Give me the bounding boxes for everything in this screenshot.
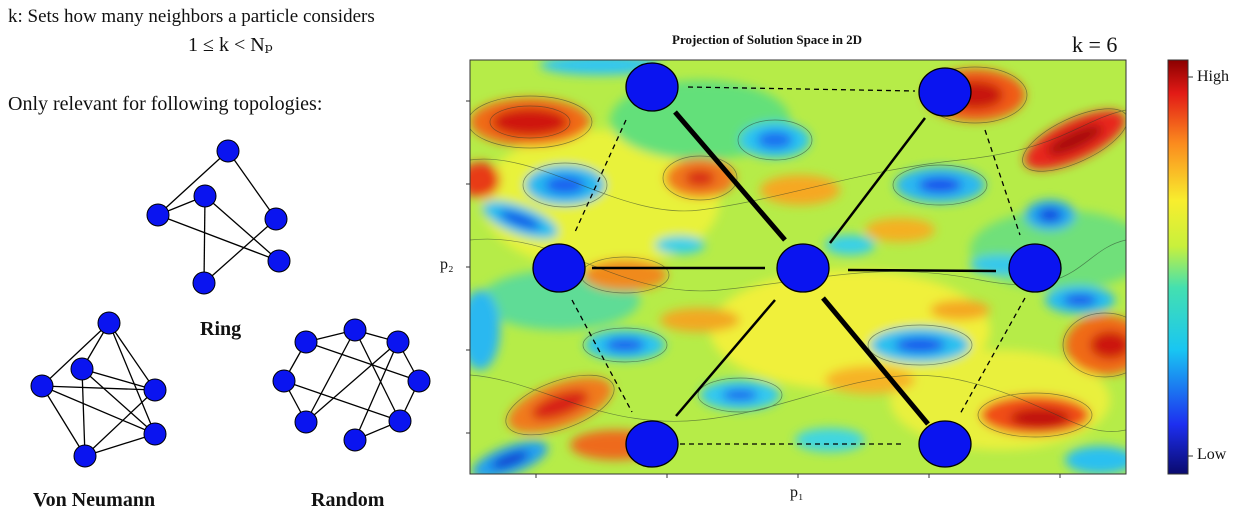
particle-bottom-left bbox=[625, 420, 679, 468]
ring-node bbox=[267, 249, 291, 273]
von-neumann-node bbox=[73, 444, 97, 468]
von-neumann-node bbox=[30, 374, 54, 398]
ring-node bbox=[216, 139, 240, 163]
random-node bbox=[294, 330, 318, 354]
relevance-note: Only relevant for following topologies: bbox=[8, 93, 323, 115]
random-node bbox=[343, 428, 367, 452]
ring-label: Ring bbox=[200, 318, 242, 340]
k-value-label: k = 6 bbox=[1072, 32, 1118, 57]
particle-top-right bbox=[918, 67, 972, 117]
von-neumann-node bbox=[143, 422, 167, 446]
k-inequality: 1 ≤ k < Nₚ bbox=[188, 34, 273, 56]
ring-node bbox=[146, 203, 170, 227]
von-neumann-node bbox=[70, 357, 94, 381]
solid-star-links bbox=[592, 110, 997, 426]
x-axis-label: p₁ bbox=[790, 484, 804, 501]
ring-topology bbox=[146, 139, 291, 295]
von-neumann-topology bbox=[30, 311, 167, 468]
k-definition-text: k: Sets how many neighbors a particle co… bbox=[8, 6, 375, 27]
ring-node bbox=[264, 207, 288, 231]
random-node bbox=[343, 318, 367, 342]
particle-bottom-right bbox=[918, 420, 972, 468]
colorbar-low-label: Low bbox=[1197, 446, 1227, 463]
particle-connections bbox=[571, 86, 1026, 445]
random-node bbox=[272, 369, 296, 393]
particle-left bbox=[532, 243, 586, 293]
ring-node bbox=[192, 271, 216, 295]
random-topology bbox=[272, 318, 431, 452]
plot-title: Projection of Solution Space in 2D bbox=[672, 32, 863, 47]
ring-node bbox=[193, 184, 217, 208]
particle-top-left bbox=[625, 62, 679, 112]
von-neumann-label: Von Neumann bbox=[33, 489, 156, 511]
dashed-ring-links bbox=[571, 86, 1026, 445]
axis-ticks bbox=[466, 100, 1061, 478]
colorbar-high-label: High bbox=[1197, 68, 1229, 85]
random-node bbox=[386, 330, 410, 354]
particles bbox=[532, 62, 1062, 468]
random-node bbox=[407, 369, 431, 393]
particle-center bbox=[776, 243, 830, 293]
von-neumann-node bbox=[143, 378, 167, 402]
y-axis-label: p₂ bbox=[440, 256, 454, 273]
colorbar bbox=[1167, 59, 1193, 475]
random-node bbox=[294, 410, 318, 434]
random-label: Random bbox=[311, 489, 385, 511]
particle-right bbox=[1008, 243, 1062, 293]
von-neumann-node bbox=[97, 311, 121, 335]
random-node bbox=[388, 409, 412, 433]
